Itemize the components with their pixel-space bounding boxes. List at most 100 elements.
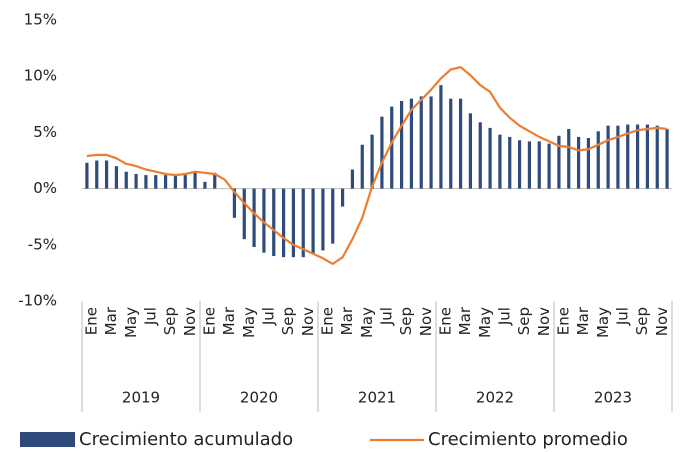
y-tick-label: -5% [28, 235, 57, 253]
year-label: 2020 [240, 389, 278, 407]
x-tick-label: Mar [102, 306, 120, 335]
bar [301, 188, 305, 258]
bar [635, 124, 640, 189]
bar [478, 122, 482, 189]
bar [557, 135, 561, 189]
bar [104, 160, 109, 189]
x-tick-label: Sep [633, 307, 651, 335]
bar [163, 175, 168, 189]
x-tick-label: Ene [436, 307, 454, 335]
bar [154, 175, 158, 189]
y-tick-label: -10% [18, 292, 57, 310]
y-tick-label: 0% [33, 179, 57, 197]
bar [488, 127, 492, 189]
bar [626, 124, 630, 189]
bar [85, 162, 89, 189]
bar [498, 134, 502, 189]
x-tick-label: Nov [535, 307, 553, 336]
x-tick-label: May [358, 307, 376, 338]
bar [596, 131, 600, 189]
x-tick-label: Ene [554, 307, 572, 335]
bar [360, 144, 364, 189]
bar [527, 141, 532, 189]
bar [439, 85, 443, 189]
x-tick-label: Sep [161, 307, 179, 335]
year-label: 2019 [122, 389, 160, 407]
bar [321, 188, 325, 251]
x-tick-label: Mar [338, 306, 356, 335]
x-tick-label: Mar [456, 306, 474, 335]
bar [409, 98, 414, 189]
bar [340, 188, 345, 207]
bar [114, 166, 119, 189]
bar [468, 113, 473, 189]
x-tick-label: Sep [279, 307, 297, 335]
x-tick-label: May [476, 307, 494, 338]
bar [193, 172, 197, 189]
x-tick-label: Jul [495, 307, 513, 326]
bar [547, 143, 551, 189]
line [86, 66, 668, 265]
bar [380, 116, 384, 189]
legend-swatch [20, 432, 75, 447]
x-tick-label: Nov [299, 307, 317, 336]
bar [183, 173, 187, 189]
bar [144, 175, 148, 189]
bar [370, 134, 374, 189]
x-tick-label: Nov [417, 307, 435, 336]
bar [203, 181, 207, 189]
bar [399, 100, 404, 189]
bar [232, 188, 237, 218]
bar [281, 188, 286, 258]
bar [449, 98, 453, 189]
x-tick-label: Sep [515, 307, 533, 335]
bar [311, 188, 315, 254]
bar [124, 171, 128, 189]
x-tick-label: Jul [377, 307, 395, 326]
x-tick-label: Jul [613, 307, 631, 326]
bar [390, 106, 394, 189]
bar [458, 98, 463, 189]
year-label: 2021 [358, 389, 396, 407]
x-tick-label: Ene [200, 307, 218, 335]
x-tick-label: Jul [141, 307, 159, 326]
x-tick-label: Nov [653, 307, 671, 336]
bar [262, 188, 266, 253]
bar [95, 160, 99, 189]
x-tick-label: May [240, 307, 258, 338]
bar [291, 188, 296, 258]
bar [213, 172, 217, 189]
y-tick-label: 5% [33, 123, 57, 141]
bar [419, 96, 423, 189]
bar [665, 129, 669, 189]
x-tick-label: Mar [574, 306, 592, 335]
y-tick-label: 10% [24, 67, 57, 85]
bar [173, 173, 178, 189]
x-tick-label: Mar [220, 306, 238, 335]
bar [350, 169, 355, 189]
bar [508, 136, 512, 189]
x-tick-label: Ene [82, 307, 100, 335]
x-tick-label: Ene [318, 307, 336, 335]
bar [242, 188, 246, 240]
y-tick-label: 15% [24, 11, 57, 29]
bar [576, 136, 581, 189]
bar [645, 124, 650, 189]
year-label: 2023 [594, 389, 632, 407]
bar [134, 173, 138, 189]
legend-label: Crecimiento promedio [428, 429, 628, 450]
bar [655, 125, 659, 189]
bar [517, 140, 522, 189]
bar [272, 188, 276, 257]
x-tick-label: May [122, 307, 140, 338]
bar [252, 188, 256, 248]
year-label: 2022 [476, 389, 514, 407]
bar [567, 129, 571, 189]
bar [429, 96, 433, 189]
legend-label: Crecimiento acumulado [79, 429, 293, 450]
x-tick-label: Nov [181, 307, 199, 336]
x-tick-label: Sep [397, 307, 415, 335]
bar [606, 125, 610, 189]
bar [616, 125, 620, 189]
